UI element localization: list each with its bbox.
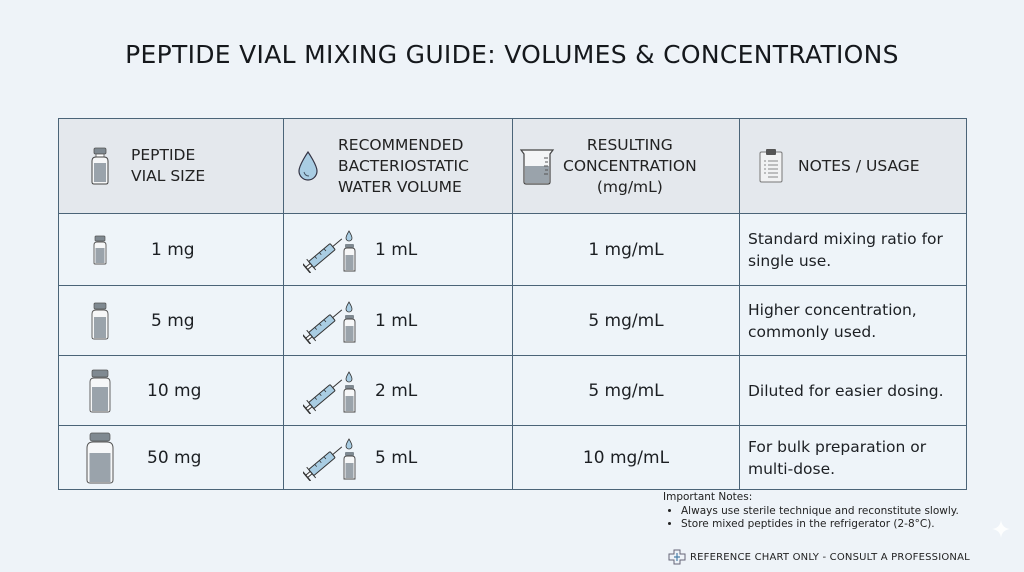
concentration-value: 10 mg/mL: [582, 447, 670, 468]
water-volume-value: 1 mL: [375, 239, 418, 260]
cell-notes: For bulk preparation or multi-dose.: [739, 425, 967, 490]
large-vial-icon: [89, 369, 111, 412]
header-label-line: PEPTIDE: [131, 146, 196, 164]
cell-water-volume: 2 mL: [283, 355, 513, 426]
header-notes: NOTES / USAGE: [739, 118, 967, 214]
water-volume-value: 1 mL: [375, 310, 418, 331]
cell-vial-size: 1 mg: [58, 213, 284, 286]
cell-concentration: 5 mg/mL: [512, 355, 740, 426]
header-label-line: BACTERIOSTATIC: [338, 156, 469, 175]
important-notes-list: Always use sterile technique and reconst…: [663, 505, 959, 532]
syringe-vial-icon: [303, 370, 356, 414]
header-concentration: RESULTING CONCENTRATION (mg/mL): [512, 118, 740, 214]
extra-large-vial-icon: [86, 432, 114, 483]
disclaimer-text: REFERENCE CHART ONLY - CONSULT A PROFESS…: [690, 551, 970, 563]
medical-cross-icon: [668, 549, 686, 565]
clipboard-icon: [759, 149, 783, 183]
header-label-line: (mg/mL): [596, 177, 663, 196]
important-note-item: Store mixed peptides in the refrigerator…: [681, 518, 959, 532]
water-drop-icon: [298, 150, 318, 181]
syringe-vial-icon: [303, 300, 356, 344]
header-label-line: WATER VOLUME: [338, 177, 462, 196]
concentration-value: 5 mg/mL: [588, 380, 664, 401]
notes-value: Standard mixing ratio for single use.: [748, 229, 943, 270]
vial-icon: [91, 147, 109, 185]
mixing-guide-table: PEPTIDE VIAL SIZE RECOMMENDED BACTERIOST…: [58, 118, 967, 490]
beaker-icon: [519, 149, 555, 185]
table-row: 50 mg: [58, 425, 967, 490]
header-vial-size: PEPTIDE VIAL SIZE: [58, 118, 284, 214]
table-header-row: PEPTIDE VIAL SIZE RECOMMENDED BACTERIOST…: [58, 118, 967, 214]
cell-vial-size: 5 mg: [58, 285, 284, 356]
syringe-vial-icon: [303, 229, 356, 273]
cell-water-volume: 1 mL: [283, 213, 513, 286]
cell-concentration: 1 mg/mL: [512, 213, 740, 286]
water-volume-value: 2 mL: [375, 380, 418, 401]
concentration-value: 5 mg/mL: [588, 310, 664, 331]
small-vial-icon: [93, 235, 107, 264]
vial-size-value: 50 mg: [147, 447, 202, 468]
cell-vial-size: 50 mg: [58, 425, 284, 490]
cell-water-volume: 1 mL: [283, 285, 513, 356]
concentration-value: 1 mg/mL: [588, 239, 664, 260]
page-title: PEPTIDE VIAL MIXING GUIDE: VOLUMES & CON…: [125, 40, 899, 69]
cell-notes: Higher concentration, commonly used.: [739, 285, 967, 356]
sparkle-icon: [992, 520, 1010, 538]
cell-concentration: 10 mg/mL: [512, 425, 740, 490]
cell-vial-size: 10 mg: [58, 355, 284, 426]
medium-vial-icon: [91, 302, 109, 339]
table-row: 10 mg: [58, 355, 967, 426]
header-water-volume: RECOMMENDED BACTERIOSTATIC WATER VOLUME: [283, 118, 513, 214]
water-volume-value: 5 mL: [375, 447, 418, 468]
table-row: 5 mg: [58, 285, 967, 356]
header-label-line: VIAL SIZE: [131, 167, 206, 185]
important-notes-heading: Important Notes:: [663, 491, 753, 503]
vial-size-value: 10 mg: [147, 380, 202, 401]
notes-value: For bulk preparation or multi-dose.: [748, 437, 927, 478]
header-label-line: CONCENTRATION: [563, 156, 697, 175]
header-label-line: RESULTING: [586, 135, 673, 154]
vial-size-value: 5 mg: [151, 310, 195, 331]
header-label: NOTES / USAGE: [798, 156, 920, 175]
notes-value: Higher concentration, commonly used.: [748, 300, 917, 341]
cell-notes: Diluted for easier dosing.: [739, 355, 967, 426]
cell-notes: Standard mixing ratio for single use.: [739, 213, 967, 286]
important-note-item: Always use sterile technique and reconst…: [681, 505, 959, 519]
notes-value: Diluted for easier dosing.: [748, 381, 944, 400]
header-label-line: RECOMMENDED: [338, 135, 464, 154]
table-row: 1 mg: [58, 213, 967, 286]
syringe-vial-icon: [303, 437, 356, 481]
vial-size-value: 1 mg: [151, 239, 195, 260]
reference-disclaimer: REFERENCE CHART ONLY - CONSULT A PROFESS…: [668, 549, 970, 565]
cell-water-volume: 5 mL: [283, 425, 513, 490]
cell-concentration: 5 mg/mL: [512, 285, 740, 356]
important-notes: Important Notes: Always use sterile tech…: [663, 491, 959, 532]
